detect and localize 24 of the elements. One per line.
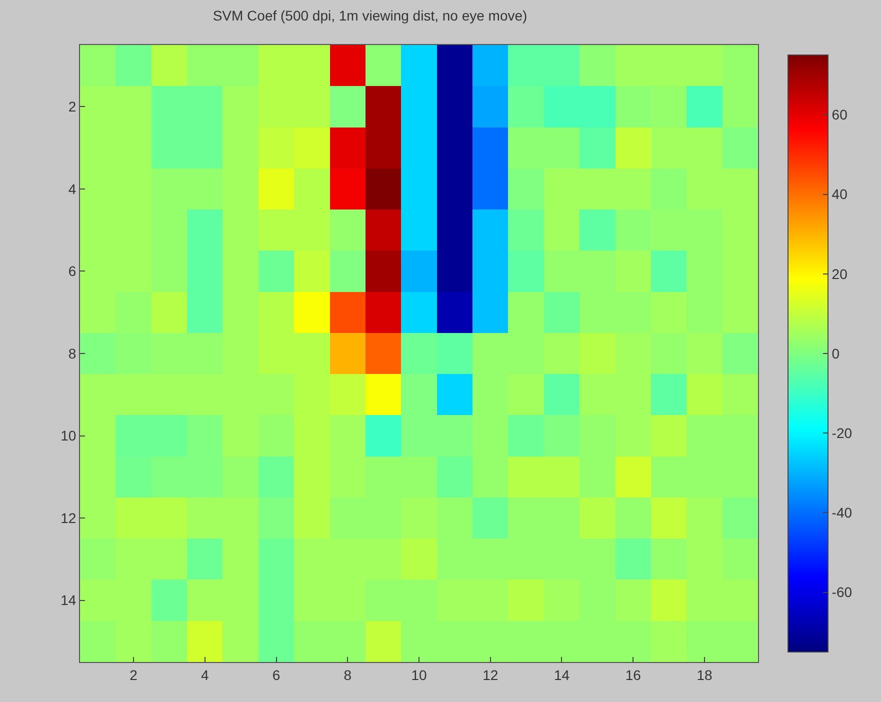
x-tick-label: 10 <box>411 666 427 683</box>
color-bar-label: -40 <box>832 504 852 521</box>
color-bar-label: 60 <box>832 106 848 123</box>
y-tick-label: 2 <box>68 98 76 115</box>
color-bar-label: 40 <box>832 186 848 202</box>
y-tick-label: 10 <box>60 428 76 444</box>
x-tick-label: 14 <box>554 666 570 683</box>
color-bar-label: 20 <box>832 266 848 282</box>
x-tick-label: 6 <box>272 666 280 683</box>
x-tick-label: 4 <box>200 666 209 683</box>
x-tick-label: 12 <box>482 666 498 683</box>
y-tick-label: 14 <box>60 592 76 608</box>
color-bar-label: -20 <box>832 425 852 441</box>
y-tick-label: 12 <box>60 510 76 526</box>
x-tick-label: 18 <box>696 666 712 683</box>
x-tick-label: 2 <box>130 666 138 683</box>
color-bar-label: -60 <box>832 584 852 600</box>
color-bar-label: 0 <box>832 345 840 362</box>
x-tick-label: 16 <box>625 666 642 683</box>
y-tick-label: 6 <box>68 263 76 280</box>
x-tick-label: 8 <box>344 666 352 683</box>
chart-title: SVM Coef (500 dpi, 1m viewing dist, no eye move) <box>212 7 528 24</box>
y-tick-label: 8 <box>68 345 76 362</box>
y-tick-label: 4 <box>68 180 76 197</box>
